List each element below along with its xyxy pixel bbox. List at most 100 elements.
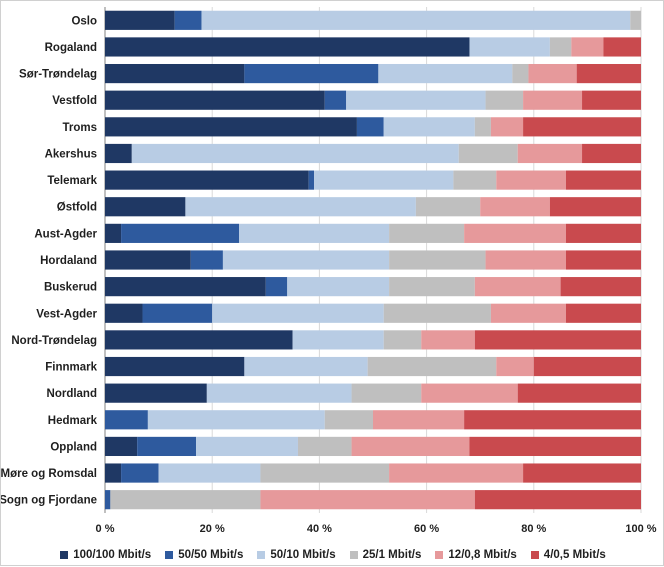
bar-segment xyxy=(565,223,641,243)
bar-segment xyxy=(105,223,122,243)
bar-segment xyxy=(565,250,641,270)
bar-segment xyxy=(174,10,202,30)
bar-segment xyxy=(297,436,352,457)
bar-segment xyxy=(474,277,561,297)
bar-segment xyxy=(549,37,572,57)
bar-segment xyxy=(147,410,325,430)
bar-segment xyxy=(222,250,390,270)
bar-segment xyxy=(565,170,641,190)
legend-swatch xyxy=(349,551,358,559)
bar-segment xyxy=(474,490,641,510)
bar-segment xyxy=(582,143,641,164)
bar-segment xyxy=(244,63,379,84)
bar-segment xyxy=(356,117,384,137)
category-label: Telemark xyxy=(47,175,97,187)
bar-segment xyxy=(105,63,245,84)
bar-segment xyxy=(105,90,325,110)
bar-segment xyxy=(142,303,213,323)
category-label: Finnmark xyxy=(45,362,97,374)
x-tick-label: 80 % xyxy=(521,523,546,535)
bar-segment xyxy=(105,170,309,190)
category-label: Rogaland xyxy=(45,42,97,54)
bar-segment xyxy=(105,250,191,270)
bar-segment xyxy=(212,303,384,323)
bar-segment xyxy=(324,90,347,110)
bar-segment xyxy=(389,463,524,483)
bar-segment xyxy=(346,90,486,110)
legend-label: 100/100 Mbit/s xyxy=(73,549,152,561)
bar-segment xyxy=(383,303,491,323)
legend-swatch xyxy=(60,551,69,559)
legend-swatch xyxy=(435,551,444,559)
bar-segment xyxy=(630,10,641,30)
legend-swatch xyxy=(257,551,266,559)
bar-segment xyxy=(105,490,111,510)
bar-segment xyxy=(571,37,604,57)
bar-segment xyxy=(351,383,422,403)
bar-segment xyxy=(523,463,641,483)
bar-segment xyxy=(389,250,486,270)
category-label: Vest-Agder xyxy=(36,308,97,320)
bar-segment xyxy=(314,170,454,190)
category-label: Sør-Trøndelag xyxy=(19,69,97,81)
bar-segment xyxy=(105,277,266,297)
bar-segment xyxy=(474,117,491,137)
bar-segment xyxy=(105,330,293,350)
bar-segment xyxy=(201,10,631,30)
x-tick-label: 60 % xyxy=(414,523,439,535)
bar-segment xyxy=(480,197,550,217)
x-tick-label: 100 % xyxy=(625,523,656,535)
legend-item: 100/100 Mbit/s xyxy=(60,549,151,561)
category-label: Buskerud xyxy=(44,282,97,294)
legend-label: 12/0,8 Mbit/s xyxy=(448,549,517,561)
category-label: Vestfold xyxy=(52,95,97,107)
bar-segment xyxy=(458,143,518,164)
bar-segment xyxy=(324,410,373,430)
legend-item: 50/10 Mbit/s xyxy=(257,549,336,561)
bar-segment xyxy=(121,223,239,243)
category-label: Sogn og Fjordane xyxy=(1,495,97,507)
category-label: Aust-Agder xyxy=(34,228,97,240)
legend-label: 25/1 Mbit/s xyxy=(362,549,422,561)
category-label: Troms xyxy=(62,122,97,134)
category-label: Oppland xyxy=(50,441,97,453)
bar-segment xyxy=(105,356,245,377)
bar-segment xyxy=(464,410,641,430)
category-label: Oslo xyxy=(71,15,97,27)
bar-segment xyxy=(206,383,352,403)
category-label: Hedmark xyxy=(48,415,98,427)
category-label: Nord-Trøndelag xyxy=(11,335,97,347)
bar-segment xyxy=(576,63,641,84)
bar-segment xyxy=(453,170,497,190)
bar-segment xyxy=(367,356,497,377)
x-tick-label: 0 % xyxy=(96,523,115,535)
legend: 100/100 Mbit/s 50/50 Mbit/s 50/10 Mbit/s 25… xyxy=(1,549,664,561)
bar-segment xyxy=(383,117,475,137)
legend-swatch xyxy=(165,551,174,559)
bar-segment xyxy=(105,410,148,430)
bar-segment xyxy=(105,197,186,217)
bar-segment xyxy=(565,303,641,323)
bar-segment xyxy=(421,383,518,403)
bar-segment xyxy=(517,143,583,164)
bar-segment xyxy=(533,356,641,377)
bar-segment xyxy=(603,37,641,57)
bar-segment xyxy=(105,436,138,457)
bar-segment xyxy=(464,223,566,243)
bar-segment xyxy=(389,223,465,243)
bar-segment xyxy=(512,63,529,84)
legend-item: 25/1 Mbit/s xyxy=(349,549,422,561)
bar-segment xyxy=(528,63,577,84)
category-label: Møre og Romsdal xyxy=(1,468,97,480)
bar-segment xyxy=(469,436,641,457)
bar-segment xyxy=(105,117,357,137)
bar-segment xyxy=(490,117,524,137)
bar-segment xyxy=(496,170,566,190)
bar-segment xyxy=(582,90,641,110)
bars-layer xyxy=(105,10,641,510)
x-tick-label: 40 % xyxy=(307,523,332,535)
bar-segment xyxy=(383,330,422,350)
bar-segment xyxy=(389,277,475,297)
bar-segment xyxy=(287,277,390,297)
